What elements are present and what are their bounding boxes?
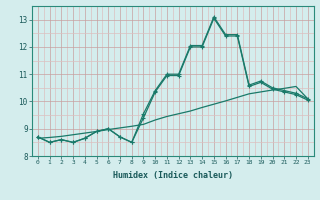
X-axis label: Humidex (Indice chaleur): Humidex (Indice chaleur)	[113, 171, 233, 180]
